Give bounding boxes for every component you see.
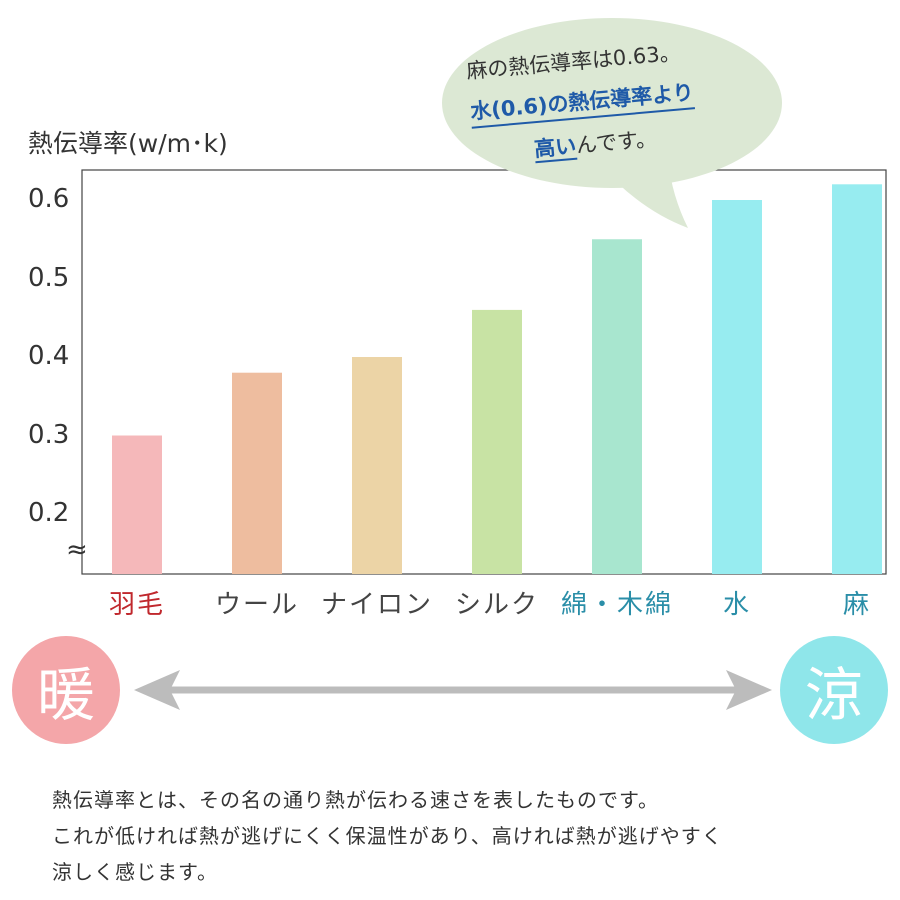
category-label: ウール <box>214 590 299 620</box>
bar-2 <box>352 357 402 574</box>
description-line-2: これが低ければ熱が逃げにくく保温性があり、高ければ熱が逃げやすく <box>52 824 723 848</box>
cool-circle: 涼 <box>780 636 888 744</box>
y-tick-label: 0.5 <box>28 262 70 293</box>
speech-bubble <box>442 18 782 228</box>
bubble-line-3-rest: んです。 <box>575 126 658 158</box>
bar-6 <box>832 184 882 575</box>
category-label: 麻 <box>842 590 871 620</box>
y-tick-label: 0.2 <box>28 498 70 528</box>
warm-circle: 暖 <box>12 636 120 744</box>
arrow-head-left <box>134 670 180 710</box>
bars-group <box>112 184 882 575</box>
category-label: 水 <box>722 590 751 620</box>
y-tick-label: 0.4 <box>28 341 70 371</box>
category-label: シルク <box>454 590 539 620</box>
category-label: ナイロン <box>320 590 433 620</box>
category-label: 綿・木綿 <box>560 590 673 620</box>
axis-break-mark: ≈ <box>66 535 88 565</box>
bar-5 <box>712 200 762 574</box>
bubble-highlight: 高い <box>533 133 578 164</box>
arrow-head-right <box>726 670 772 710</box>
bar-0 <box>112 435 162 574</box>
description-line-3: 涼しく感じます。 <box>52 860 218 884</box>
y-axis-label: 熱伝導率(w/m･k) <box>28 129 228 158</box>
bar-1 <box>232 372 282 574</box>
speech-bubble-body <box>442 18 782 188</box>
y-tick-label: 0.6 <box>28 184 70 214</box>
bar-4 <box>592 239 642 574</box>
category-label: 羽毛 <box>108 590 165 620</box>
bar-3 <box>472 309 522 574</box>
y-tick-label: 0.3 <box>28 419 70 450</box>
description-line-1: 熱伝導率とは、その名の通り熱が伝わる速さを表したものです。 <box>52 788 659 812</box>
warm-cool-arrow <box>134 670 772 710</box>
